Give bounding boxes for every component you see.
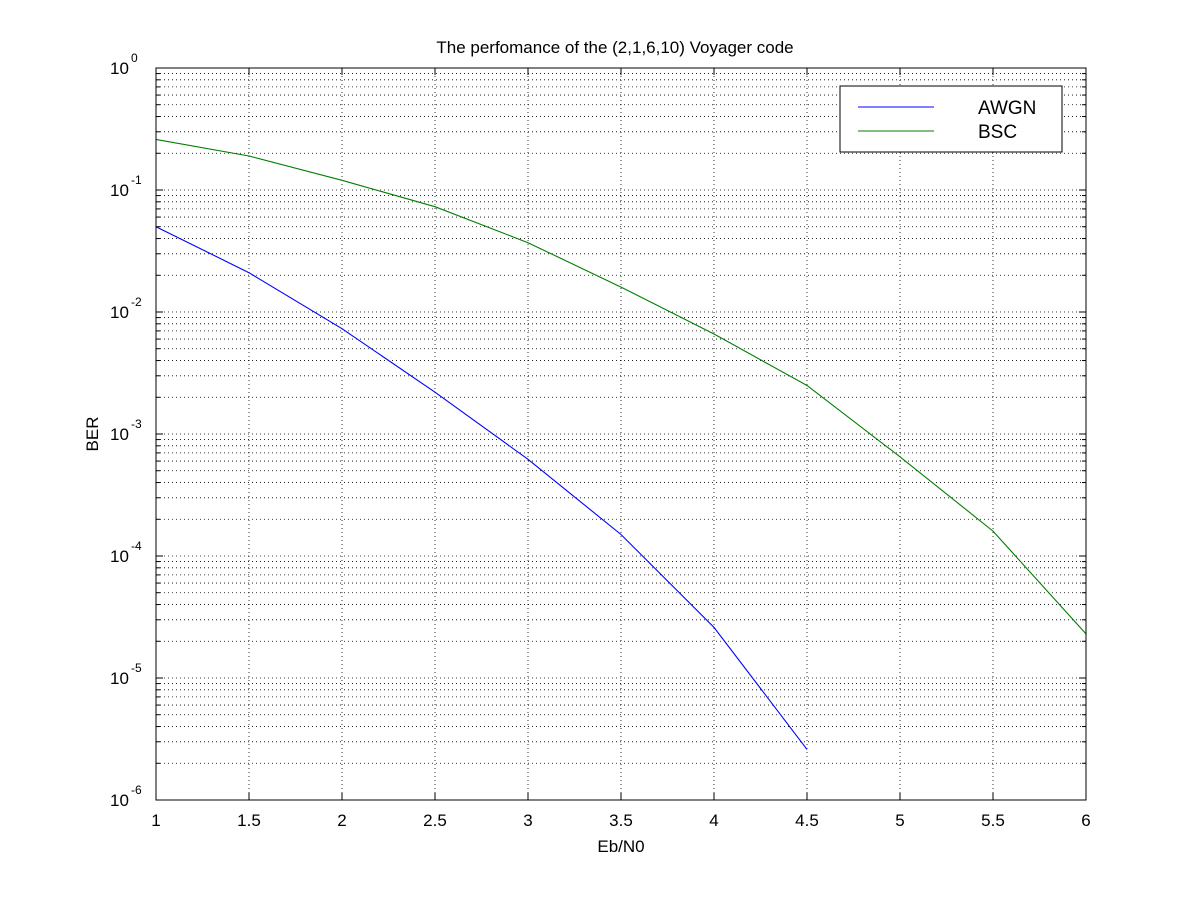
legend-box [839,85,1063,153]
y-tick-label-base: 10 [110,181,129,200]
legend-label-awgn: AWGN [978,98,1036,119]
x-tick-labels: 1 1.5 2 2.5 3 3.5 4 4.5 5 5.5 6 [151,811,1090,830]
y-tick-label: 10-6 [110,783,142,810]
y-axis-label: BER [83,417,102,452]
y-tick-label-base: 10 [110,59,129,78]
x-tick-label: 1 [151,811,160,830]
legend-label-bsc: BSC [978,122,1017,143]
y-tick-label-base: 10 [110,303,129,322]
y-tick-label-base: 10 [110,425,129,444]
y-tick-label-base: 10 [110,669,129,688]
x-tick-label: 6 [1081,811,1090,830]
y-tick-label-exponent: -1 [131,173,142,187]
y-tick-label: 10-5 [110,661,142,688]
x-tick-label: 4 [709,811,718,830]
x-tick-label: 2.5 [423,811,447,830]
y-tick-label-base: 10 [110,791,129,810]
y-tick-label: 10-2 [110,295,142,322]
x-tick-label: 1.5 [237,811,261,830]
x-tick-label: 5.5 [981,811,1005,830]
y-tick-label-exponent: 0 [131,51,138,65]
x-tick-label: 2 [337,811,346,830]
chart-title: The perfomance of the (2,1,6,10) Voyager… [436,38,793,57]
y-tick-label-base: 10 [110,547,129,566]
x-tick-label: 4.5 [795,811,819,830]
y-tick-label: 100 [110,51,138,78]
y-tick-label-exponent: -4 [131,539,142,553]
y-tick-label: 10-1 [110,173,142,200]
axis-ticks [155,67,1087,801]
series-lines [155,138,1087,750]
y-tick-label: 10-3 [110,417,142,444]
y-tick-label: 10-4 [110,539,142,566]
x-axis-label: Eb/N0 [597,837,644,856]
y-tick-label-exponent: -3 [131,417,142,431]
x-tick-label: 3.5 [609,811,633,830]
x-tick-label: 5 [895,811,904,830]
series-line-bsc [155,138,1087,635]
x-tick-label: 3 [523,811,532,830]
series-line-awgn [155,226,808,750]
y-tick-label-exponent: -2 [131,295,142,309]
y-tick-label-exponent: -6 [131,783,142,797]
grid [156,68,1086,800]
y-tick-label-exponent: -5 [131,661,142,675]
legend: AWGN BSC [839,85,1063,153]
